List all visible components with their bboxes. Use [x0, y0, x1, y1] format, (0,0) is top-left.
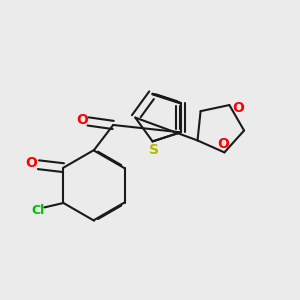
Text: Cl: Cl [32, 204, 45, 217]
Text: O: O [76, 113, 88, 127]
Text: O: O [232, 101, 244, 115]
Text: S: S [149, 143, 159, 157]
Text: O: O [217, 136, 229, 151]
Text: O: O [25, 156, 37, 170]
